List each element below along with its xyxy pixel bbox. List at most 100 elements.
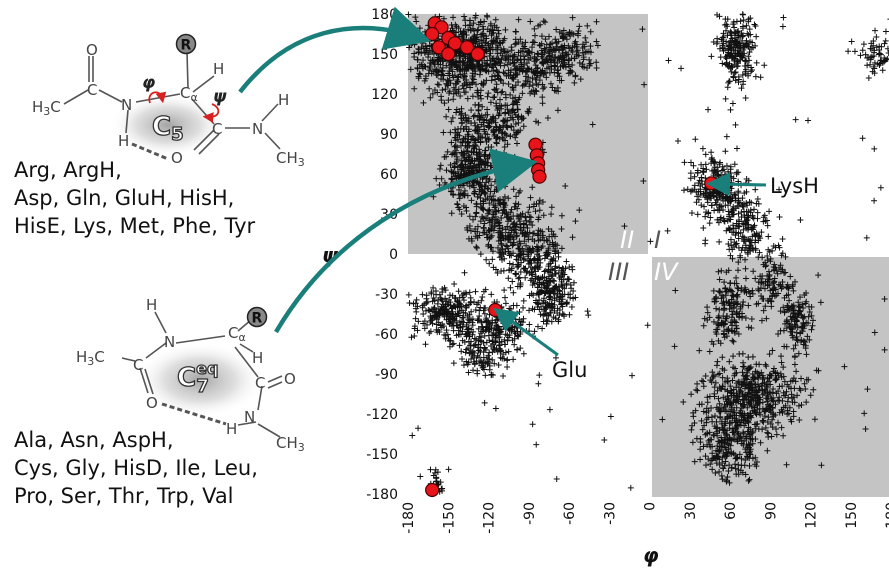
conformation-point bbox=[540, 18, 547, 25]
conformation-point bbox=[507, 284, 514, 291]
conformation-point bbox=[539, 325, 546, 332]
conformation-point bbox=[520, 256, 527, 263]
conformation-point bbox=[481, 160, 488, 167]
conformation-point bbox=[449, 176, 456, 183]
conformation-point bbox=[483, 67, 490, 74]
conformation-point bbox=[510, 74, 517, 81]
conformation-point bbox=[500, 80, 507, 87]
conformation-point bbox=[524, 108, 531, 115]
conformation-point bbox=[506, 266, 513, 273]
conformation-point bbox=[499, 52, 506, 59]
conformation-point bbox=[485, 45, 492, 52]
conformation-point bbox=[487, 20, 494, 27]
c5-atom-ch3: CH3 bbox=[276, 149, 305, 169]
conformation-point bbox=[451, 72, 458, 79]
conformation-point bbox=[458, 105, 465, 112]
conformation-point bbox=[571, 79, 578, 86]
conformation-point bbox=[517, 248, 524, 255]
conformation-point bbox=[426, 67, 433, 74]
conformation-point bbox=[525, 209, 532, 216]
conformation-point bbox=[490, 201, 497, 208]
conformation-point bbox=[514, 242, 521, 249]
conformation-point bbox=[498, 214, 505, 221]
conformation-point bbox=[532, 256, 539, 263]
conformation-point bbox=[435, 81, 442, 88]
conformation-point bbox=[520, 224, 527, 231]
conformation-point bbox=[505, 275, 512, 282]
c5-atom-hn: H bbox=[118, 132, 129, 150]
conformation-point bbox=[486, 123, 493, 130]
conformation-point bbox=[568, 30, 575, 37]
conformation-point bbox=[484, 106, 491, 113]
conformation-point bbox=[541, 49, 548, 56]
conformation-point bbox=[460, 53, 467, 60]
conformation-point bbox=[532, 297, 539, 304]
conformation-point bbox=[463, 79, 470, 86]
conformation-point bbox=[501, 200, 508, 207]
conformation-point bbox=[563, 258, 570, 265]
conformation-point bbox=[507, 215, 514, 222]
y-tick-label: -120 bbox=[366, 407, 398, 423]
conformation-point bbox=[498, 240, 505, 247]
conformation-point bbox=[460, 30, 467, 37]
conformation-point bbox=[474, 151, 481, 158]
highlighted-conformer bbox=[488, 302, 503, 318]
conformation-point bbox=[456, 195, 463, 202]
conformation-point bbox=[482, 147, 489, 154]
conformation-point bbox=[536, 306, 543, 313]
conformation-point bbox=[510, 289, 517, 296]
conformation-point bbox=[527, 18, 534, 25]
conformation-point bbox=[567, 294, 574, 301]
c7-atom-c2: C bbox=[255, 374, 265, 392]
conformation-point bbox=[563, 51, 570, 58]
conformation-point bbox=[580, 54, 587, 61]
conformation-point bbox=[480, 26, 487, 33]
conformation-point bbox=[569, 266, 576, 273]
conformation-point bbox=[501, 35, 508, 42]
conformation-point bbox=[521, 81, 528, 88]
conformation-point bbox=[522, 39, 529, 46]
conformation-point bbox=[462, 158, 469, 165]
c7-atom-c1: C bbox=[133, 356, 143, 374]
conformation-point bbox=[459, 161, 466, 168]
conformation-point bbox=[458, 115, 465, 122]
conformation-point bbox=[473, 243, 480, 250]
conformation-point bbox=[476, 191, 483, 198]
conformation-point bbox=[452, 58, 459, 65]
conformation-point bbox=[457, 138, 464, 145]
conformation-point bbox=[554, 107, 561, 114]
conformation-point bbox=[495, 207, 502, 214]
conformation-point bbox=[515, 275, 522, 282]
conformation-point bbox=[556, 274, 563, 281]
conformation-point bbox=[456, 206, 463, 213]
conformation-point bbox=[478, 37, 485, 44]
conformation-point bbox=[548, 46, 555, 53]
conformation-point bbox=[497, 196, 504, 203]
conformation-point bbox=[461, 60, 468, 67]
conformation-point bbox=[531, 255, 538, 262]
conformation-point bbox=[479, 205, 486, 212]
conformation-point bbox=[477, 138, 484, 145]
conformation-point bbox=[470, 148, 477, 155]
conformation-point bbox=[420, 57, 427, 64]
c5-atom-c2: C bbox=[212, 120, 222, 138]
conformation-point bbox=[563, 300, 570, 307]
conformation-point bbox=[513, 40, 520, 47]
conformation-point bbox=[494, 42, 501, 49]
conformation-point bbox=[532, 87, 539, 94]
c5-atom-n1: N bbox=[121, 96, 132, 114]
conformation-point bbox=[440, 58, 447, 65]
conformation-point bbox=[425, 53, 432, 60]
conformation-point bbox=[463, 204, 470, 211]
conformation-point bbox=[534, 50, 541, 57]
conformation-point bbox=[527, 78, 534, 85]
conformation-point bbox=[453, 109, 460, 116]
conformation-point bbox=[527, 257, 534, 264]
conformation-point bbox=[552, 265, 559, 272]
conformation-point bbox=[545, 273, 552, 280]
conformation-point bbox=[534, 323, 541, 330]
conformation-point bbox=[536, 297, 543, 304]
conformation-point bbox=[407, 66, 414, 73]
